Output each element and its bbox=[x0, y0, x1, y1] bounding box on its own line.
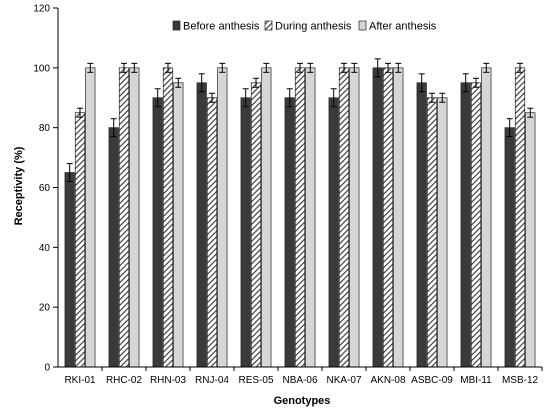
bar-NKA-07-during-anthesis bbox=[338, 67, 350, 368]
x-tick-label: RHC-02 bbox=[106, 375, 143, 386]
bar-RKI-01-before-anthesis bbox=[64, 172, 75, 368]
bar-ASBC-09-before-anthesis bbox=[416, 82, 427, 368]
bar-MBI-11-before-anthesis bbox=[460, 82, 471, 368]
bar-AKN-08-after-anthesis bbox=[393, 67, 404, 368]
x-tick-label: RHN-03 bbox=[150, 375, 187, 386]
bar-MBI-11-during-anthesis bbox=[470, 82, 482, 368]
bar-RHC-02-after-anthesis bbox=[129, 67, 140, 368]
bar-RHN-03-after-anthesis bbox=[173, 82, 184, 368]
bar-RHN-03-during-anthesis bbox=[162, 67, 174, 368]
x-tick-label: NKA-07 bbox=[326, 375, 361, 386]
legend-label: During anthesis bbox=[275, 21, 352, 33]
bar-RNJ-04-before-anthesis bbox=[196, 82, 207, 368]
bar-RKI-01-after-anthesis bbox=[85, 67, 96, 368]
bar-NBA-06-before-anthesis bbox=[284, 97, 295, 368]
bar-MSB-12-after-anthesis bbox=[525, 112, 536, 368]
bar-AKN-08-during-anthesis bbox=[382, 67, 394, 368]
bar-RKI-01-during-anthesis bbox=[74, 112, 86, 368]
bar-RES-05-after-anthesis bbox=[261, 67, 272, 368]
x-tick-label: RNJ-04 bbox=[195, 375, 229, 386]
x-tick-label: MBI-11 bbox=[460, 375, 492, 386]
legend-swatch-during-anthesis bbox=[264, 20, 273, 31]
bar-ASBC-09-after-anthesis bbox=[437, 97, 448, 368]
y-axis-title: Receptivity (%) bbox=[13, 146, 25, 225]
bar-RES-05-before-anthesis bbox=[240, 97, 251, 368]
bar-NBA-06-after-anthesis bbox=[305, 67, 316, 368]
x-axis-title: Genotypes bbox=[274, 395, 331, 407]
tick-labels: RKI-01 RHC-02 RHN-03 RNJ-04 RES-05 NBA-06 NKA-… bbox=[33, 4, 538, 387]
bar-MSB-12-during-anthesis bbox=[514, 67, 526, 368]
y-tick-label: 40 bbox=[39, 243, 51, 254]
x-tick-label: MSB-12 bbox=[502, 375, 539, 386]
bar-RHC-02-before-anthesis bbox=[108, 127, 119, 368]
bar-RNJ-04-during-anthesis bbox=[206, 97, 218, 368]
bar-NKA-07-before-anthesis bbox=[328, 97, 339, 368]
bar-RHC-02-during-anthesis bbox=[118, 67, 130, 368]
legend-swatch-before-anthesis bbox=[172, 20, 181, 31]
bar-MSB-12-before-anthesis bbox=[504, 127, 515, 368]
y-tick-label: 100 bbox=[33, 63, 50, 74]
x-tick-label: NBA-06 bbox=[282, 375, 317, 386]
x-tick-label: ASBC-09 bbox=[411, 375, 453, 386]
y-tick-label: 80 bbox=[39, 123, 51, 134]
legend: Before anthesis During anthesis After anth… bbox=[172, 20, 437, 33]
axes bbox=[53, 7, 543, 371]
legend-label: After anthesis bbox=[369, 21, 437, 33]
bar-RHN-03-before-anthesis bbox=[152, 97, 163, 368]
x-tick-label: RKI-01 bbox=[64, 375, 96, 386]
bar-RNJ-04-after-anthesis bbox=[217, 67, 228, 368]
bars bbox=[64, 67, 536, 368]
legend-swatch-after-anthesis bbox=[358, 20, 367, 31]
bar-NBA-06-during-anthesis bbox=[294, 67, 306, 368]
error-bars bbox=[66, 58, 534, 183]
y-tick-label: 60 bbox=[39, 183, 51, 194]
bar-NKA-07-after-anthesis bbox=[349, 67, 360, 368]
bar-MBI-11-after-anthesis bbox=[481, 67, 492, 368]
bar-AKN-08-before-anthesis bbox=[372, 67, 383, 368]
bar-ASBC-09-during-anthesis bbox=[426, 97, 438, 368]
bar-RES-05-during-anthesis bbox=[250, 82, 262, 368]
legend-label: Before anthesis bbox=[183, 21, 260, 33]
x-tick-label: AKN-08 bbox=[370, 375, 405, 386]
y-tick-label: 0 bbox=[44, 363, 50, 374]
x-tick-label: RES-05 bbox=[238, 375, 273, 386]
y-tick-label: 120 bbox=[33, 4, 50, 15]
y-tick-label: 20 bbox=[39, 303, 51, 314]
